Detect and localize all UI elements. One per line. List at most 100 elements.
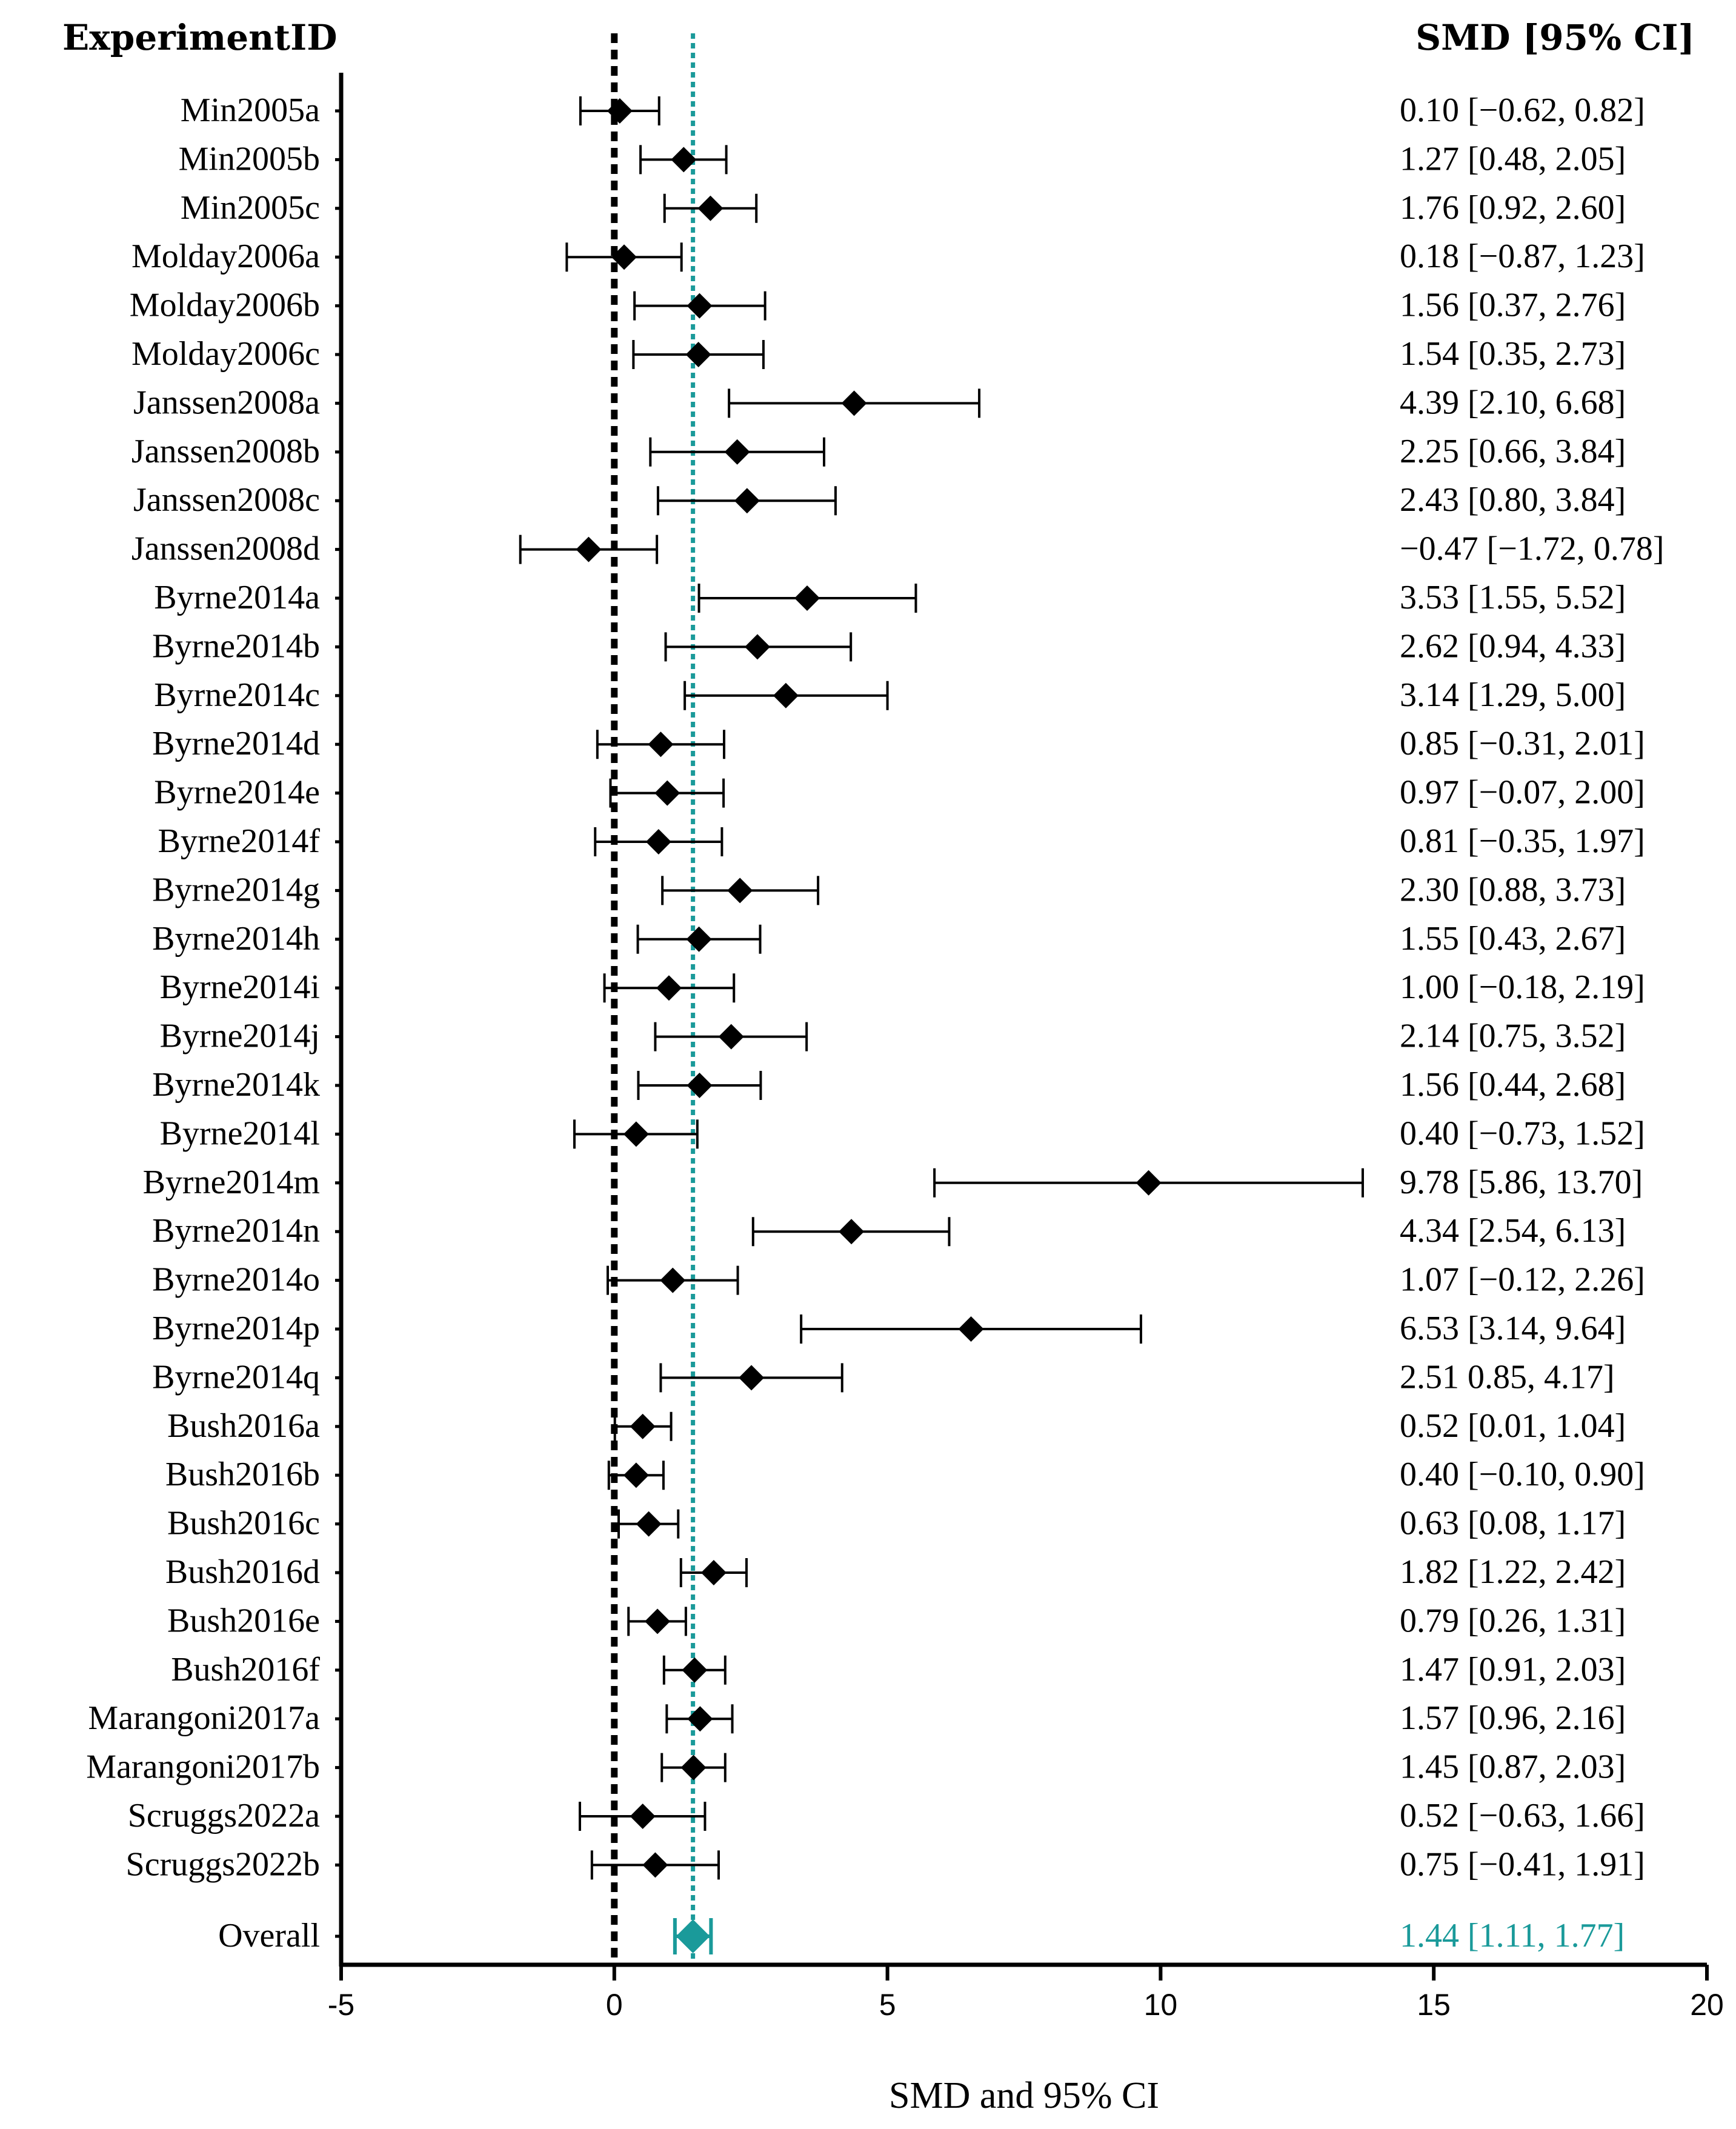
study-label: Janssen2008d bbox=[131, 530, 320, 568]
study-label: Byrne2014l bbox=[160, 1114, 320, 1152]
study-label: Bush2016a bbox=[167, 1407, 320, 1445]
right-column-header: SMD [95% CI] bbox=[1415, 17, 1695, 58]
study-row: Byrne2014p 6.53 [3.14, 9.64] bbox=[152, 1310, 1626, 1347]
effect-marker bbox=[630, 1804, 656, 1829]
study-label: Min2005c bbox=[181, 189, 320, 227]
smd-value: 0.79 [0.26, 1.31] bbox=[1400, 1602, 1626, 1639]
smd-value: 0.85 [−0.31, 2.01] bbox=[1400, 725, 1645, 762]
x-tick-label: -5 bbox=[328, 1988, 354, 2022]
study-row: Molday2006a 0.18 [−0.87, 1.23] bbox=[131, 238, 1645, 275]
effect-marker bbox=[958, 1316, 984, 1342]
smd-value: 4.34 [2.54, 6.13] bbox=[1400, 1212, 1626, 1250]
study-label: Bush2016c bbox=[167, 1505, 320, 1542]
study-row: Molday2006c 1.54 [0.35, 2.73] bbox=[131, 335, 1626, 373]
overall-label: Overall bbox=[218, 1917, 320, 1954]
study-row: Scruggs2022b 0.75 [−0.41, 1.91] bbox=[126, 1845, 1645, 1883]
overall-row: Overall 1.44 [1.11, 1.77] bbox=[218, 1917, 1625, 1954]
study-row: Molday2006b 1.56 [0.37, 2.76] bbox=[130, 287, 1626, 324]
smd-value: 9.78 [5.86, 13.70] bbox=[1400, 1164, 1643, 1201]
study-row: Min2005a 0.10 [−0.62, 0.82] bbox=[181, 92, 1645, 129]
study-label: Byrne2014e bbox=[154, 774, 320, 811]
study-label: Byrne2014b bbox=[152, 627, 320, 665]
x-axis-ticks: -5 0 5 10 15 20 bbox=[328, 1965, 1724, 2022]
study-row: Bush2016a 0.52 [0.01, 1.04] bbox=[167, 1407, 1626, 1445]
study-rows: Min2005a 0.10 [−0.62, 0.82] Min2005b 1.27 [… bbox=[86, 92, 1664, 1883]
smd-value: 1.76 [0.92, 2.60] bbox=[1400, 189, 1626, 227]
study-row: Min2005c 1.76 [0.92, 2.60] bbox=[181, 189, 1626, 227]
x-tick-label: 5 bbox=[879, 1988, 896, 2022]
effect-marker bbox=[718, 1024, 744, 1050]
study-label: Byrne2014f bbox=[158, 822, 320, 860]
smd-value: 0.97 [−0.07, 2.00] bbox=[1400, 774, 1645, 811]
smd-value: 4.39 [2.10, 6.68] bbox=[1400, 384, 1626, 421]
x-tick-label: 0 bbox=[606, 1988, 623, 2022]
effect-marker bbox=[576, 536, 602, 562]
study-row: Byrne2014b 2.62 [0.94, 4.33] bbox=[152, 627, 1626, 665]
study-label: Scruggs2022a bbox=[128, 1797, 320, 1834]
study-label: Byrne2014g bbox=[152, 871, 320, 908]
effect-marker bbox=[623, 1462, 649, 1488]
study-label: Bush2016b bbox=[165, 1456, 320, 1493]
study-row: Janssen2008d −0.47 [−1.72, 0.78] bbox=[131, 530, 1664, 568]
effect-marker bbox=[739, 1365, 765, 1391]
smd-value: 1.00 [−0.18, 2.19] bbox=[1400, 968, 1645, 1006]
study-label: Bush2016e bbox=[167, 1602, 320, 1639]
reference-lines bbox=[611, 33, 696, 1964]
smd-value: 3.53 [1.55, 5.52] bbox=[1400, 579, 1626, 616]
study-label: Byrne2014n bbox=[152, 1212, 320, 1250]
study-label: Byrne2014m bbox=[143, 1164, 320, 1201]
smd-value: 0.52 [0.01, 1.04] bbox=[1400, 1407, 1626, 1445]
study-label: Byrne2014p bbox=[152, 1310, 320, 1347]
effect-marker bbox=[773, 682, 799, 708]
effect-marker bbox=[841, 390, 867, 416]
study-label: Byrne2014h bbox=[152, 920, 320, 958]
smd-value: 0.63 [0.08, 1.17] bbox=[1400, 1505, 1626, 1542]
x-tick-label: 10 bbox=[1144, 1988, 1178, 2022]
study-row: Bush2016e 0.79 [0.26, 1.31] bbox=[167, 1602, 1626, 1639]
effect-marker bbox=[682, 1657, 708, 1683]
effect-marker bbox=[636, 1511, 662, 1537]
smd-value: 1.45 [0.87, 2.03] bbox=[1400, 1748, 1626, 1786]
study-label: Marangoni2017a bbox=[88, 1699, 320, 1737]
study-row: Bush2016c 0.63 [0.08, 1.17] bbox=[167, 1505, 1626, 1542]
effect-marker bbox=[623, 1121, 649, 1147]
effect-marker bbox=[680, 1754, 707, 1781]
smd-value: 0.18 [−0.87, 1.23] bbox=[1400, 238, 1645, 275]
effect-marker bbox=[734, 488, 760, 514]
study-label: Min2005a bbox=[181, 92, 320, 129]
smd-value: 6.53 [3.14, 9.64] bbox=[1400, 1310, 1626, 1347]
study-label: Byrne2014k bbox=[152, 1066, 320, 1104]
effect-marker bbox=[654, 780, 680, 806]
smd-value: 0.52 [−0.63, 1.66] bbox=[1400, 1797, 1645, 1834]
study-row: Janssen2008a 4.39 [2.10, 6.68] bbox=[133, 384, 1626, 421]
effect-marker bbox=[727, 878, 753, 904]
effect-marker bbox=[745, 634, 771, 660]
smd-value: 1.54 [0.35, 2.73] bbox=[1400, 335, 1626, 373]
effect-marker bbox=[839, 1219, 865, 1245]
study-row: Byrne2014n 4.34 [2.54, 6.13] bbox=[152, 1212, 1626, 1250]
study-label: Byrne2014d bbox=[152, 725, 320, 762]
overall-smd-value: 1.44 [1.11, 1.77] bbox=[1400, 1917, 1625, 1954]
smd-value: 2.62 [0.94, 4.33] bbox=[1400, 627, 1626, 665]
effect-marker bbox=[697, 195, 723, 221]
study-label: Molday2006a bbox=[131, 238, 320, 275]
effect-marker bbox=[630, 1413, 656, 1439]
smd-value: 0.75 [−0.41, 1.91] bbox=[1400, 1845, 1645, 1883]
smd-value: 2.43 [0.80, 3.84] bbox=[1400, 481, 1626, 519]
effect-marker bbox=[794, 585, 820, 611]
study-row: Byrne2014q 2.51 0.85, 4.17] bbox=[152, 1358, 1615, 1396]
effect-marker bbox=[656, 975, 682, 1001]
smd-value: 1.47 [0.91, 2.03] bbox=[1400, 1651, 1626, 1688]
effect-marker bbox=[700, 1560, 727, 1585]
smd-value: 0.81 [−0.35, 1.97] bbox=[1400, 822, 1645, 860]
study-row: Byrne2014a 3.53 [1.55, 5.52] bbox=[154, 579, 1626, 616]
study-label: Byrne2014q bbox=[152, 1358, 320, 1396]
study-row: Byrne2014h 1.55 [0.43, 2.67] bbox=[152, 920, 1626, 958]
study-row: Janssen2008c 2.43 [0.80, 3.84] bbox=[133, 481, 1626, 519]
effect-marker bbox=[686, 926, 712, 952]
smd-value: 0.40 [−0.10, 0.90] bbox=[1400, 1456, 1645, 1493]
effect-marker bbox=[611, 244, 637, 270]
study-row: Byrne2014m 9.78 [5.86, 13.70] bbox=[143, 1164, 1643, 1201]
study-label: Scruggs2022b bbox=[126, 1845, 320, 1883]
smd-value: 1.55 [0.43, 2.67] bbox=[1400, 920, 1626, 958]
